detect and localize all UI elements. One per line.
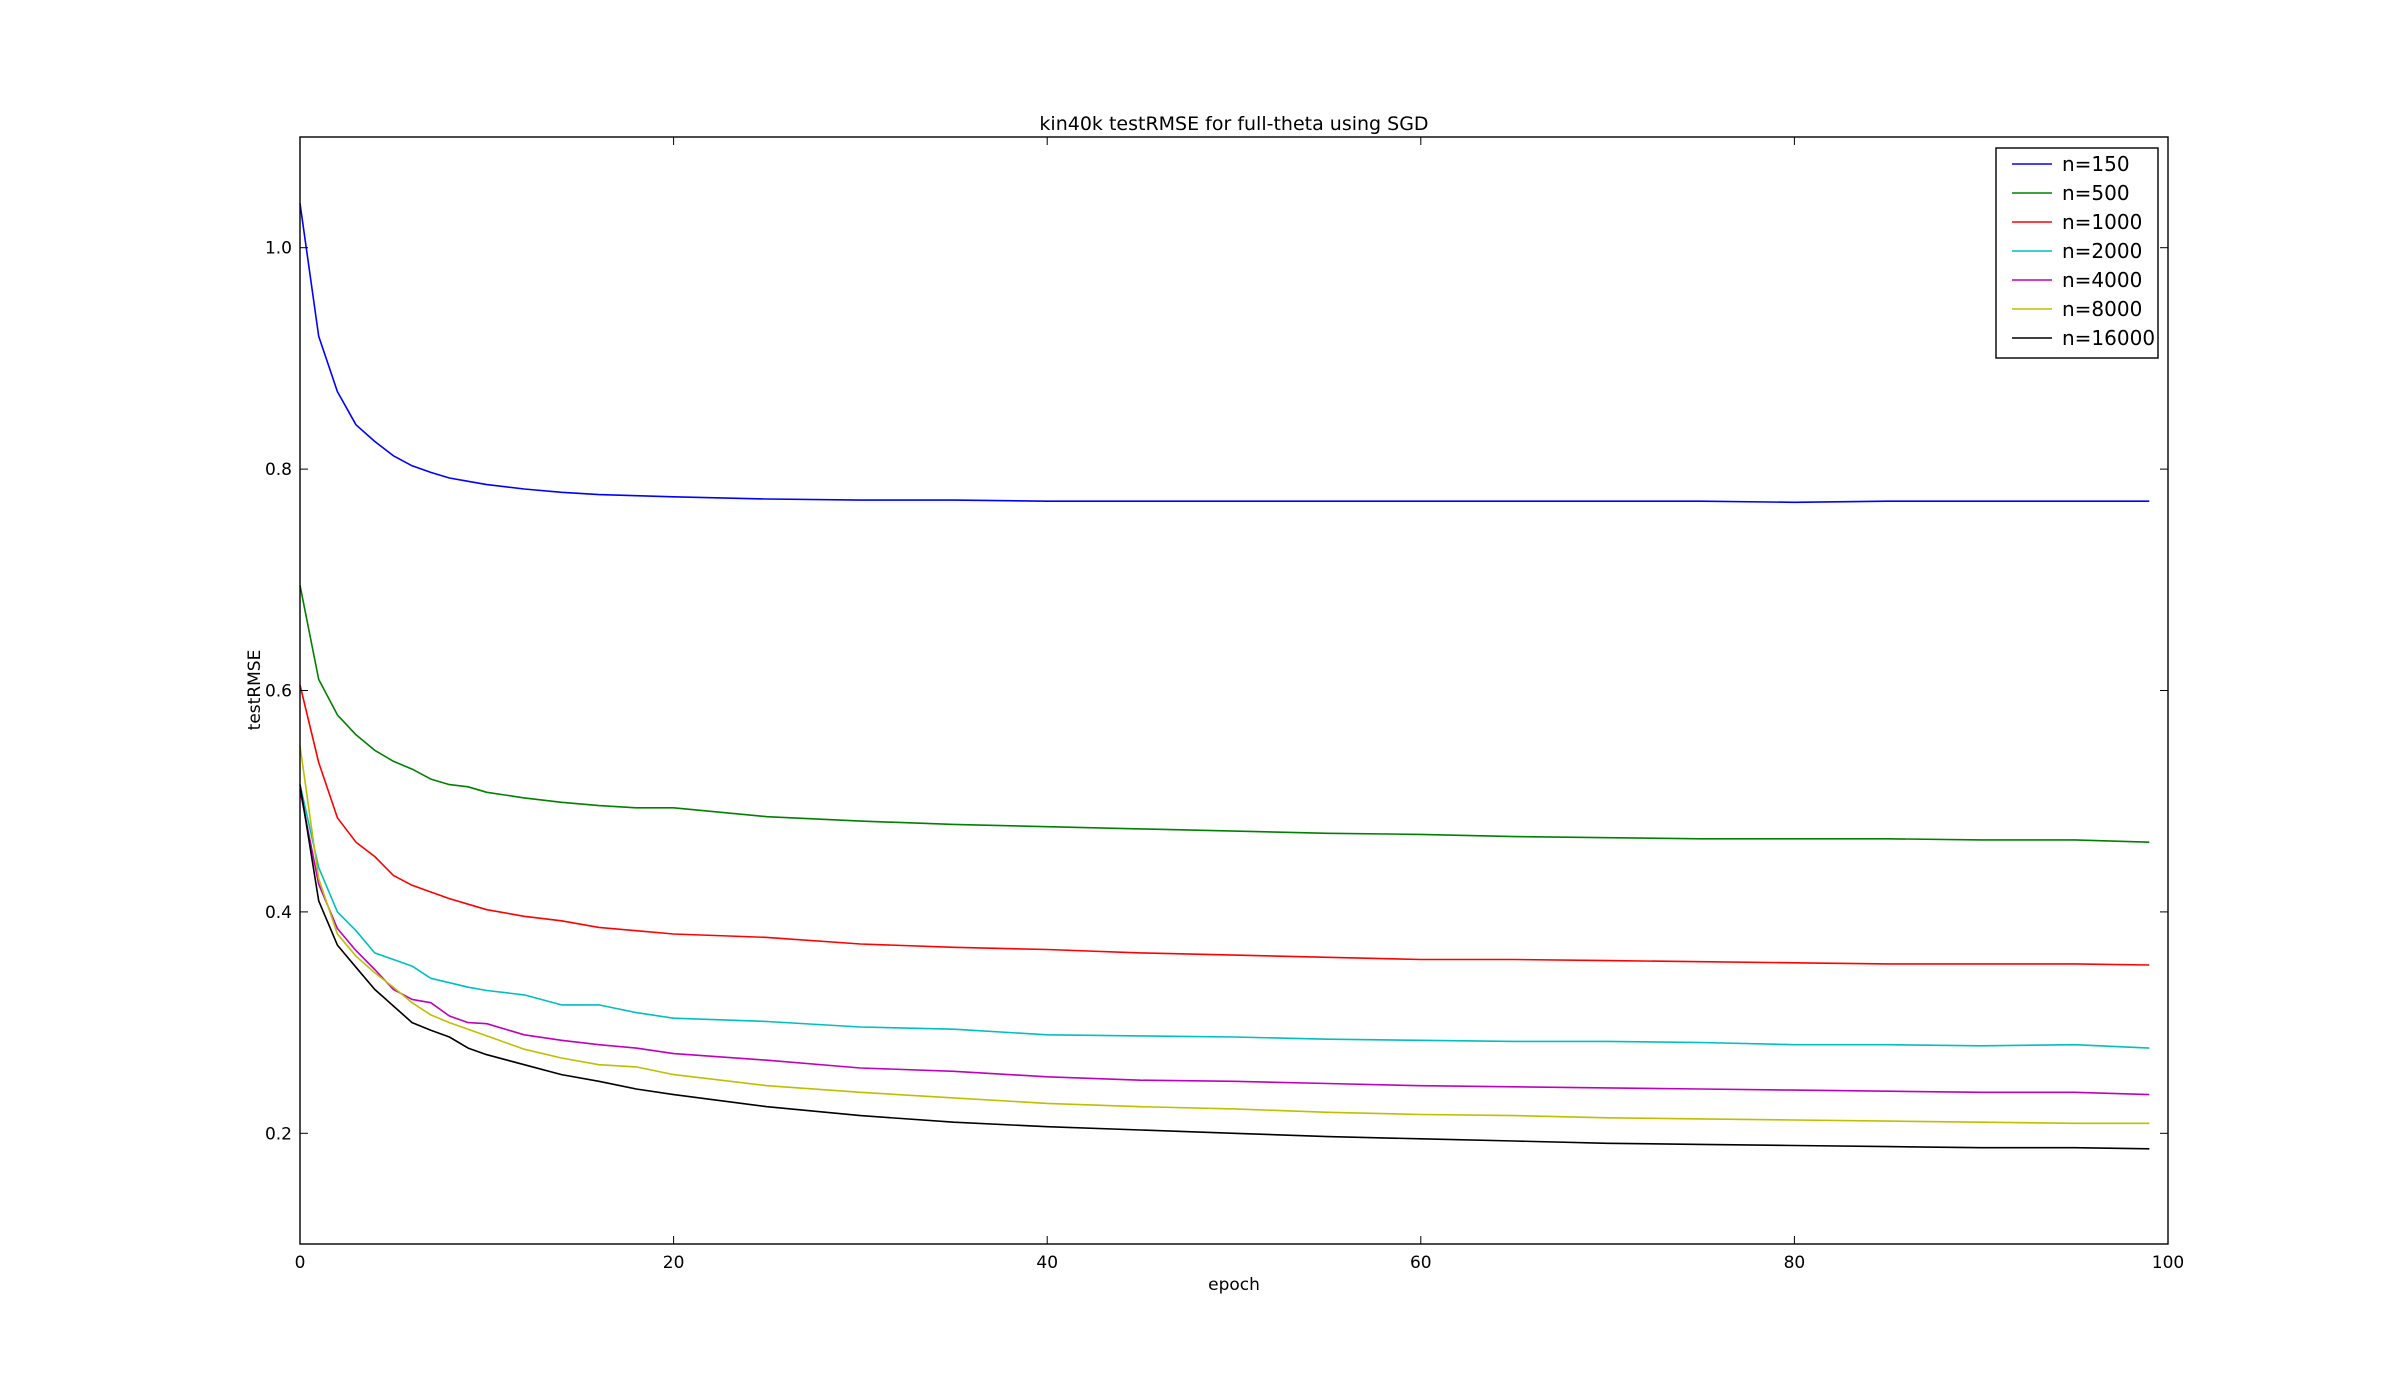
legend-label-6: n=16000 [2062,326,2155,350]
series-layer [299,203,2150,1150]
x-tick-label: 60 [1410,1253,1432,1273]
series-line-1 [299,585,2150,843]
ticks-layer: 0 20 40 60 80 100 0.2 0.4 0.6 0.8 1.0 [265,137,2184,1273]
x-tick-label: 20 [663,1253,685,1273]
legend-box [1995,147,2159,359]
series-line-5 [299,745,2150,1125]
legend-label-3: n=2000 [2062,239,2142,263]
legend-label-1: n=500 [2062,181,2130,205]
series-line-4 [299,789,2150,1096]
x-tick-label: 0 [295,1253,306,1273]
x-tick-label: 100 [2152,1253,2184,1273]
y-tick-label: 0.6 [265,682,292,702]
x-axis-label: epoch [1208,1275,1260,1295]
plot-frame [299,136,2169,1245]
legend-label-5: n=8000 [2062,297,2142,321]
series-line-2 [299,684,2150,966]
legend-label-2: n=1000 [2062,210,2142,234]
legend-label-4: n=4000 [2062,268,2142,292]
series-line-0 [299,203,2150,504]
plot-area [300,137,2168,1244]
x-tick-label: 80 [1784,1253,1806,1273]
y-tick-label: 0.2 [265,1124,292,1144]
y-tick-label: 0.4 [265,903,292,923]
series-line-3 [299,784,2150,1049]
legend-label-0: n=150 [2062,152,2130,176]
series-line-6 [299,784,2150,1150]
chart-title: kin40k testRMSE for full-theta using SGD [1039,113,1428,135]
y-tick-label: 1.0 [265,239,292,259]
legend: n=150 n=500 n=1000 n=2000 n=4000 n=8000 n=1600… [1995,147,2159,359]
x-tick-label: 40 [1036,1253,1058,1273]
y-tick-label: 0.8 [265,460,292,480]
y-axis-label: testRMSE [245,650,265,731]
